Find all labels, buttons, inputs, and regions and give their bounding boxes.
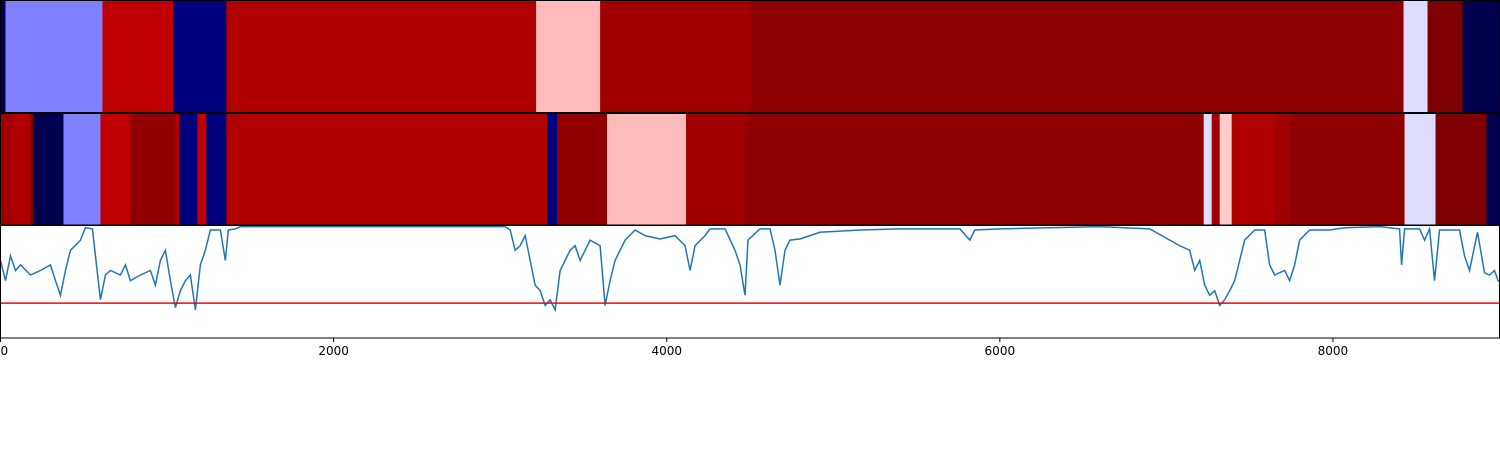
segment xyxy=(557,113,608,225)
segment xyxy=(1403,0,1428,113)
segment xyxy=(12,113,31,225)
segment xyxy=(33,113,64,225)
segment xyxy=(547,113,558,225)
segment xyxy=(1404,113,1436,225)
line xyxy=(0,225,1500,313)
segment xyxy=(1231,113,1275,225)
segment xyxy=(206,113,227,225)
x-tick-label: 6000 xyxy=(985,344,1016,358)
segment xyxy=(100,113,131,225)
segment xyxy=(1427,0,1463,113)
segment xyxy=(745,113,1204,225)
segment xyxy=(0,0,6,113)
panel-frame xyxy=(0,225,1500,339)
segment xyxy=(750,0,1404,113)
segment xyxy=(1274,113,1290,225)
segment xyxy=(1435,113,1487,225)
x-tick-label: 0 xyxy=(1,344,9,358)
segment xyxy=(226,113,548,225)
segment xyxy=(63,113,101,225)
segment xyxy=(0,113,13,225)
segment xyxy=(173,0,227,113)
segment xyxy=(1486,113,1500,225)
segment xyxy=(686,113,746,225)
segment xyxy=(102,0,174,113)
segment xyxy=(600,0,752,113)
segment xyxy=(1219,113,1232,225)
segment xyxy=(226,0,537,113)
segment xyxy=(179,113,198,225)
segment xyxy=(1203,113,1212,225)
segment xyxy=(1289,113,1405,225)
x-tick-label: 2000 xyxy=(318,344,349,358)
segment xyxy=(536,0,601,113)
segment xyxy=(197,113,207,225)
segment xyxy=(175,113,180,225)
segment xyxy=(30,113,34,225)
segment xyxy=(130,113,176,225)
segment xyxy=(5,0,103,113)
x-tick-label: 4000 xyxy=(651,344,682,358)
x-tick-label: 8000 xyxy=(1318,344,1349,358)
segment xyxy=(1211,113,1220,225)
segment xyxy=(607,113,687,225)
segment xyxy=(1462,0,1500,113)
